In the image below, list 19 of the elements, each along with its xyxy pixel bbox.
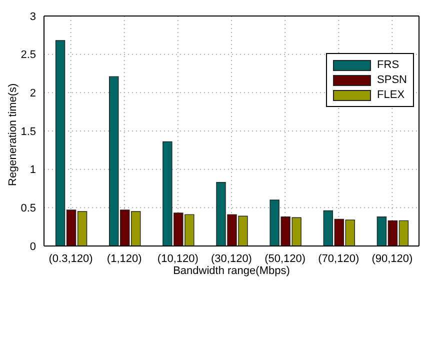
y-tick-label: 0.5 [20, 202, 36, 215]
x-tick-label: (0.3,120) [48, 252, 93, 265]
y-tick-label: 2 [30, 88, 36, 100]
x-tick-label: (30,120) [211, 252, 252, 265]
y-tick-label: 1 [30, 164, 36, 176]
legend-label: FRS [377, 59, 400, 71]
x-tick-label: (10,120) [157, 252, 198, 265]
legend-label: FLEX [377, 89, 405, 101]
y-axis-title: Regeneration time(s) [6, 83, 19, 186]
y-tick-label: 1.5 [20, 126, 36, 138]
x-tick-label: (50,120) [264, 252, 306, 265]
y-tick-label: 2.5 [20, 49, 36, 62]
x-tick-label: (90,120) [372, 252, 413, 265]
x-tick-label: (70,120) [318, 252, 360, 265]
x-tick-label: (1,120) [106, 252, 142, 265]
legend-label: SPSN [377, 74, 407, 86]
y-tick-label: 0 [30, 240, 36, 253]
x-axis-title: Bandwidth range(Mbps) [173, 265, 290, 277]
y-tick-label: 3 [30, 10, 36, 23]
